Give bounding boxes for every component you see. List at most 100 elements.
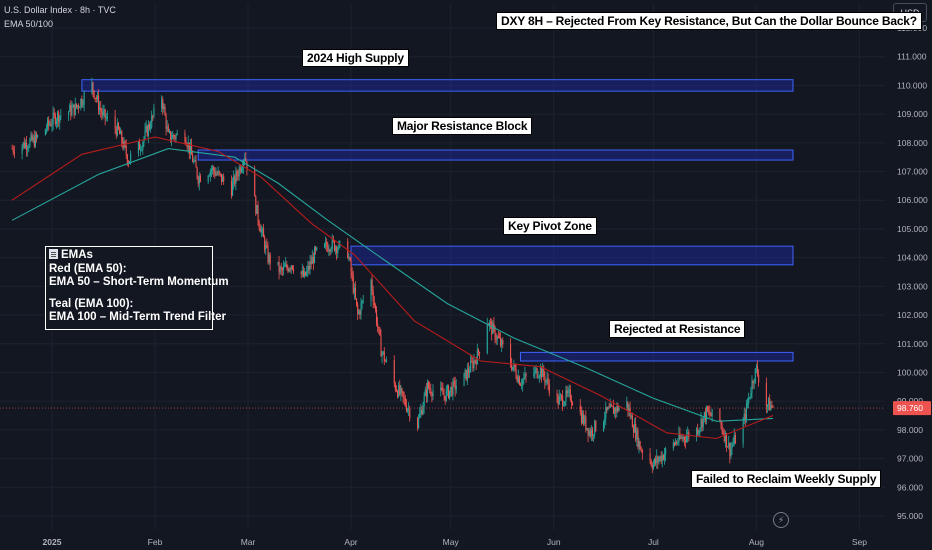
last-price-label: 98.760 [897,403,923,413]
candle-body-2025-01-16T00 [101,111,103,116]
candle-body-2025-04-30T08 [447,385,450,398]
candle-body-2025-07-11T08 [687,432,689,437]
candle-body-2025-06-27T08 [640,449,642,451]
candle-body-2025-07-04T00 [662,455,664,460]
candle-body-2025-02-24T08 [232,182,234,196]
candle-body-2025-04-08T16 [376,309,378,324]
candle-body-2025-02-19T08 [215,173,217,176]
candle-body-2025-06-05T00 [566,390,568,394]
candle-body-2025-01-27T16 [140,149,142,151]
candle-body-2025-07-14T08 [697,428,699,434]
candle-body-2025-06-13T00 [593,434,595,436]
candle-body-2025-06-03T00 [559,395,561,397]
candle-body-2025-07-17T08 [707,406,709,412]
candle-body-2025-03-18T00 [304,271,306,277]
candle-body-2025-07-24T16 [731,445,733,449]
candle-body-2025-02-13T08 [195,160,197,168]
candle-body-2025-04-21T00 [416,417,419,428]
ema-legend-line1: Red (EMA 50): [49,262,127,275]
candle-body-2025-01-17T08 [105,117,107,119]
candle-body-2025-02-18T16 [213,167,215,172]
candle-body-2025-03-13T08 [288,268,290,272]
price-tick-17: 95.000 [897,511,923,521]
candle-body-2025-04-30T16 [449,390,451,398]
price-tick-9: 103.000 [897,281,928,291]
candle-body-2025-06-04T16 [565,390,567,402]
price-tick-15: 97.000 [897,454,923,464]
candle-body-2025-05-01T08 [451,386,453,396]
candle-body-2025-02-05T00 [167,126,169,132]
candle-body-2025-03-27T00 [333,240,336,251]
zone-label-2024-high-supply: 2024 High Supply [302,49,409,67]
candle-body-2025-07-09T00 [679,433,681,439]
candle-body-2025-03-10T00 [277,261,279,264]
candle-body-2025-02-21T08 [222,176,224,182]
candle-body-2025-03-14T16 [292,269,295,272]
price-tick-4: 108.000 [897,138,928,148]
candle-body-2025-05-19T08 [511,364,513,370]
lightning-icon[interactable]: ⚡ [773,512,789,528]
candle-body-2025-05-15T08 [497,336,499,338]
candle-body-2025-05-05T08 [464,370,466,374]
candle-body-2025-01-03T00 [58,112,60,123]
candle-body-2025-04-17T16 [405,405,408,411]
time-tick-feb: Feb [148,537,163,547]
candle-body-2025-05-02T08 [454,380,456,390]
price-axis[interactable]: 112.000111.000110.000109.000108.000107.0… [893,23,931,521]
candle-body-2025-03-17T00 [300,271,302,275]
candle-body-2025-04-16T08 [401,388,403,392]
candle-body-2025-07-29T16 [748,398,750,404]
candle-body-2025-06-06T08 [570,399,573,404]
candle-body-2025-03-20T00 [310,261,312,264]
candle-body-2025-07-24T00 [729,442,731,457]
candle-body-2025-05-30T08 [547,378,549,385]
ema-legend-line3: Teal (EMA 100): [49,297,134,310]
candle-body-2025-04-25T08 [431,393,433,397]
chart-title: DXY 8H – Rejected From Key Resistance, B… [496,12,922,30]
indicator-line[interactable]: EMA 50/100 [4,19,54,29]
candle-body-2025-03-04T08 [258,221,260,228]
candle-body-2025-07-09T08 [680,437,682,439]
candle-body-2025-01-01T00 [51,124,53,126]
candle-body-2025-05-26T16 [535,368,537,370]
candle-body-2025-05-16T16 [502,339,504,345]
candle-body-2025-05-16T08 [501,339,503,346]
candle-body-2025-06-16T08 [604,418,606,422]
candle-body-2025-03-17T08 [301,270,303,275]
candle-body-2025-07-24T08 [730,448,732,457]
candle-body-2025-07-18T00 [709,411,711,415]
candle-body-2025-07-04T16 [665,448,667,455]
candle-body-2025-06-05T08 [567,390,569,394]
candle-body-2025-04-14T16 [395,389,398,392]
candle-body-2025-05-20T16 [515,369,517,378]
candle-body-2025-06-02T16 [558,396,560,405]
candle-body-2025-04-16T16 [402,391,404,397]
candle-body-2025-04-21T08 [418,417,420,428]
candle-body-2025-07-04T08 [663,454,666,460]
candle-body-2025-03-19T08 [308,265,310,270]
candle-body-2025-01-15T08 [99,107,101,110]
candle-body-2025-06-19T00 [613,406,615,414]
candle-body-2025-03-10T16 [279,267,281,273]
candle-body-2025-01-17T00 [104,109,106,119]
candle-body-2025-03-03T00 [254,170,256,197]
candle-body-2025-02-27T08 [241,167,244,169]
candle-body-2025-04-22T08 [421,409,423,415]
time-axis[interactable]: 2025 Feb Mar Apr May Jun Jul Aug Sep [43,537,868,547]
candle-body-2025-01-29T08 [145,126,147,130]
candle-body-2025-05-08T16 [475,361,477,365]
candle-body-2025-06-02T08 [557,396,559,405]
candle-body-2025-06-09T00 [579,405,581,413]
candle-body-2025-03-06T16 [266,245,268,247]
candle-body-2025-01-08T16 [76,105,79,107]
candle-body-2025-06-10T08 [584,416,586,424]
candle-body-2025-07-03T00 [659,456,661,459]
candle-body-2025-07-23T16 [728,442,730,448]
candle-body-2025-06-04T08 [564,401,566,405]
candle-body-2025-02-04T00 [164,106,166,116]
candle-body-2025-05-09T00 [476,349,478,365]
candle-body-2025-02-25T00 [234,176,236,185]
candle-body-2025-06-24T16 [631,415,633,428]
candle-body-2024-12-20T08 [12,148,14,152]
